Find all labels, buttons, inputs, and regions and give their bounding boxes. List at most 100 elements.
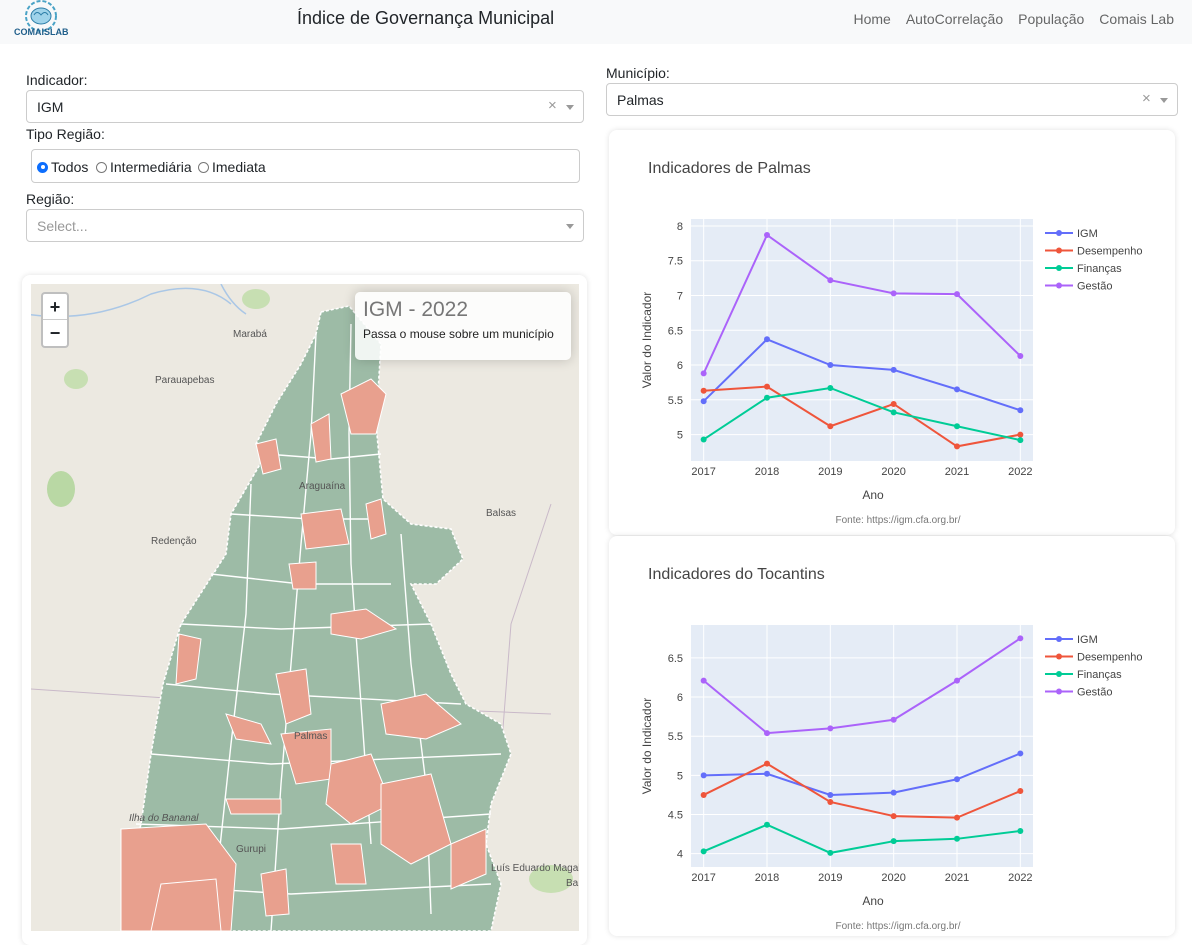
radio-intermediaria-label: Intermediária (110, 159, 192, 175)
data-point (1017, 437, 1024, 444)
map[interactable]: Marabá Parauapebas Redenção Araguaína Ba… (31, 284, 579, 931)
data-point (827, 725, 834, 732)
y-tick-label: 4.5 (668, 810, 683, 822)
logo-text: COMAISLAB (14, 27, 69, 37)
municipio-select[interactable]: Palmas × (606, 83, 1178, 116)
line-chart-tocantins[interactable]: 2017 2018 2019 2020 2021 2022 4 4.5 5 5.5 6 6.5 Ano V… (609, 536, 1175, 931)
legend-entry: Desempenho (1077, 246, 1142, 258)
x-tick-label: 2021 (945, 872, 969, 884)
chevron-down-icon[interactable] (566, 224, 574, 229)
data-point (1017, 827, 1024, 834)
legend-marker (1056, 636, 1062, 642)
line-chart-palmas[interactable]: 2017 2018 2019 2020 2021 2022 5 5.5 6 6.5 7 7.5 8 Ano… (609, 130, 1175, 535)
indicador-clear-icon[interactable]: × (548, 97, 557, 114)
chart-title: Indicadores do Tocantins (648, 566, 825, 583)
data-point (890, 838, 897, 845)
data-point (954, 386, 960, 393)
map-info-subtitle: Passa o mouse sobre um município (363, 327, 554, 341)
y-tick-label: 5 (677, 770, 683, 782)
y-tick-label: 4 (677, 849, 683, 861)
x-tick-label: 2018 (755, 466, 779, 478)
chevron-down-icon[interactable] (1160, 98, 1168, 103)
tocantins-choropleth[interactable]: Marabá Parauapebas Redenção Araguaína Ba… (31, 284, 579, 931)
data-point (700, 791, 707, 798)
y-tick-label: 8 (677, 221, 683, 233)
data-point (890, 366, 897, 373)
series-line-finanças (703, 386, 1021, 442)
y-tick-label: 6.5 (668, 653, 683, 665)
data-point (764, 760, 770, 767)
municipio-value: Palmas (617, 92, 664, 108)
legend-marker (1056, 230, 1062, 236)
legend-marker (1056, 282, 1062, 289)
municipio-label: Município: (606, 65, 670, 81)
data-point (827, 791, 834, 798)
nav-link-populacao[interactable]: População (1018, 11, 1085, 27)
data-point (954, 677, 960, 684)
radio-imediata[interactable]: Imediata (198, 159, 266, 175)
chart-card-palmas: Indicadores de Palmas 2017 2018 2019 2020 20… (609, 130, 1175, 535)
nav-links: Home AutoCorrelação População Comais Lab (853, 11, 1174, 27)
radio-unselected-icon[interactable] (96, 161, 107, 173)
y-tick-label: 6.5 (668, 325, 683, 337)
x-axis-label: Ano (862, 488, 884, 502)
data-point (890, 400, 897, 407)
nav-link-autocorrelacao[interactable]: AutoCorrelação (905, 11, 1004, 27)
data-point (764, 730, 770, 737)
x-tick-label: 2017 (691, 466, 715, 478)
series-line-igm (703, 752, 1021, 796)
place-label: Parauapebas (155, 375, 215, 386)
place-label: Balsas (486, 508, 516, 519)
data-point (890, 716, 897, 723)
data-point (954, 291, 960, 298)
regiao-placeholder: Select... (37, 218, 88, 234)
legend-entry: Gestão (1077, 687, 1112, 699)
legend-marker (1056, 653, 1062, 660)
series-line-desempenho (703, 762, 1021, 819)
navbar: COMAISLAB Índice de Governança Municipal… (0, 0, 1192, 44)
place-label: Redenção (151, 536, 197, 547)
nav-link-home[interactable]: Home (853, 11, 891, 27)
data-point (1017, 635, 1024, 642)
radio-selected-icon[interactable] (37, 161, 48, 173)
regiao-label: Região: (26, 191, 75, 207)
zoom-in-button[interactable]: + (43, 294, 67, 320)
data-point (827, 277, 834, 284)
y-tick-label: 5 (677, 430, 683, 442)
indicador-select[interactable]: IGM × (26, 90, 584, 123)
zoom-out-button[interactable]: − (49, 323, 61, 343)
data-point (954, 443, 960, 450)
municipio-clear-icon[interactable]: × (1142, 90, 1151, 107)
nav-link-comais-lab[interactable]: Comais Lab (1099, 11, 1174, 27)
plot-area (691, 219, 1033, 461)
data-point (890, 409, 897, 416)
place-label: Ilha do Bananal (129, 813, 199, 824)
radio-intermediaria[interactable]: Intermediária (96, 159, 192, 175)
radio-unselected-icon[interactable] (198, 161, 209, 173)
x-tick-label: 2018 (755, 872, 779, 884)
place-label: Ba (566, 878, 579, 889)
page-title: Índice de Governança Municipal (297, 8, 555, 28)
place-label: Marabá (233, 329, 267, 340)
legend-entry: IGM (1077, 634, 1098, 646)
legend-marker (1056, 247, 1062, 254)
series-line-gestão (702, 233, 1022, 374)
chart-card-tocantins: Indicadores do Tocantins 2017 2018 2019 202… (609, 536, 1175, 936)
legend-entry: Desempenho (1077, 652, 1142, 664)
data-point (764, 231, 770, 238)
legend-entry: Finanças (1077, 263, 1122, 275)
data-point (764, 394, 770, 401)
data-point (700, 677, 707, 684)
brain-gear-icon (25, 0, 57, 32)
regiao-select[interactable]: Select... (26, 209, 584, 242)
radio-todos[interactable]: Todos (37, 159, 88, 175)
legend-entry: IGM (1077, 228, 1098, 240)
data-point (954, 814, 960, 821)
comaislab-logo[interactable]: COMAISLAB (14, 0, 69, 38)
chevron-down-icon[interactable] (566, 105, 574, 110)
place-label: Palmas (294, 731, 327, 742)
data-point (1017, 407, 1024, 414)
x-tick-label: 2020 (881, 466, 905, 478)
place-label: Araguaína (299, 481, 346, 492)
data-point (764, 383, 770, 390)
